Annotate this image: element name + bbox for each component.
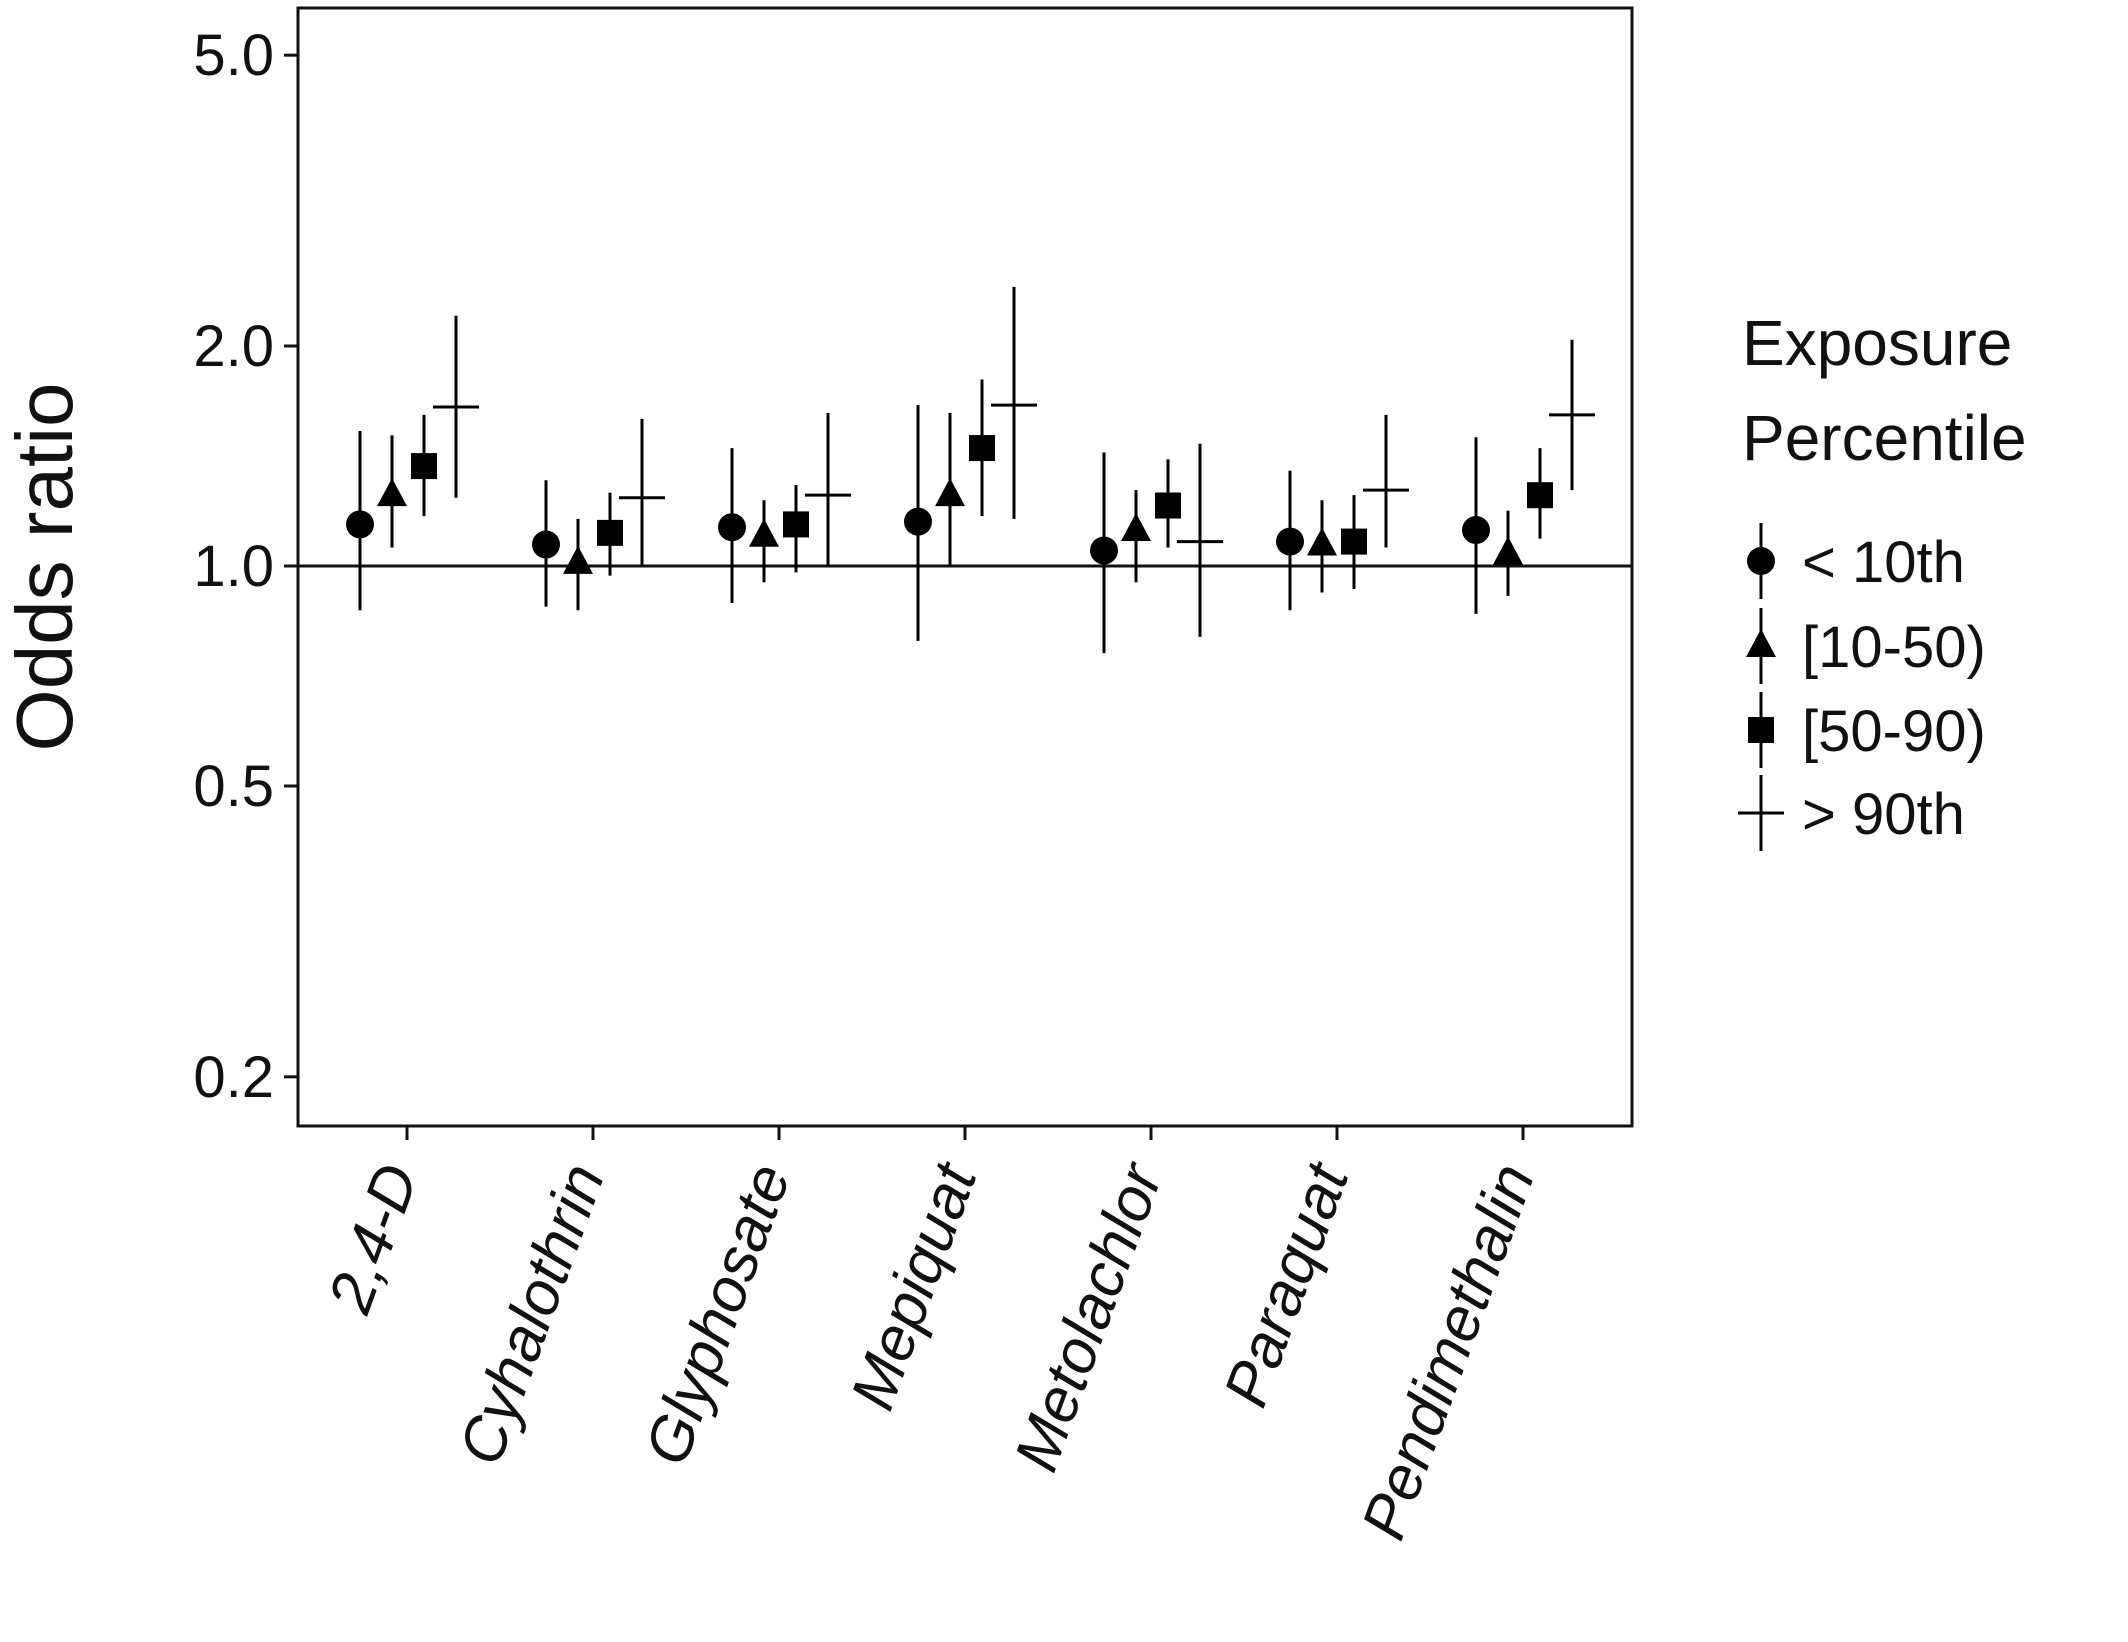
point-triangle	[377, 478, 407, 507]
point-triangle	[1307, 527, 1337, 556]
point-square	[1155, 492, 1181, 519]
y-tick-label: 5.0	[193, 23, 274, 88]
legend-key-circle	[1747, 547, 1775, 575]
point-triangle	[1493, 536, 1523, 565]
x-axis: 2,4-D Cyhalothrin Glyphosate Mepiquat Metola…	[315, 1126, 1548, 1548]
y-tick-label: 0.2	[193, 1045, 274, 1110]
legend-key-triangle	[1746, 629, 1776, 657]
legend-title-line2: Percentile	[1742, 402, 2027, 474]
point-triangle	[935, 478, 965, 507]
y-axis-title: Odds ratio	[0, 382, 89, 751]
point-triangle	[749, 518, 779, 547]
point-triangle	[1121, 513, 1151, 542]
legend-label: [10-50)	[1802, 615, 1986, 680]
legend-title-line1: Exposure	[1742, 307, 2012, 379]
point-square	[411, 453, 437, 480]
legend-label: > 90th	[1802, 782, 1965, 847]
point-circle	[1276, 527, 1304, 556]
legend-keys: < 10th [10-50) [50-90) > 90th	[1738, 523, 1986, 851]
x-tick-label: Paraquat	[1211, 1153, 1363, 1416]
x-tick-label: 2,4-D	[315, 1155, 432, 1322]
x-tick-label: Cyhalothrin	[446, 1155, 618, 1473]
legend: Exposure Percentile < 10th [10-50) [50-90)…	[1738, 307, 2027, 851]
x-tick-label: Pendimethalin	[1349, 1155, 1548, 1548]
y-tick-label: 2.0	[193, 314, 274, 379]
y-axis: 0.2 0.5 1.0 2.0 5.0	[193, 23, 298, 1110]
legend-key-square	[1748, 717, 1774, 743]
point-square	[783, 511, 809, 538]
point-circle	[718, 513, 746, 542]
legend-label: [50-90)	[1802, 699, 1986, 764]
point-circle	[1090, 536, 1118, 565]
y-tick-label: 0.5	[193, 754, 274, 819]
point-square	[1341, 528, 1367, 555]
data-marks	[346, 286, 1595, 654]
point-circle	[1462, 516, 1490, 545]
legend-label: < 10th	[1802, 530, 1965, 595]
x-tick-label: Glyphosate	[632, 1155, 804, 1473]
point-circle	[346, 510, 374, 539]
point-square	[969, 435, 995, 462]
point-square	[597, 519, 623, 546]
point-circle	[532, 530, 560, 559]
point-circle	[904, 507, 932, 536]
y-tick-label: 1.0	[193, 534, 274, 599]
x-tick-label: Mepiquat	[838, 1153, 991, 1419]
point-triangle	[563, 545, 593, 574]
point-square	[1527, 482, 1553, 509]
x-tick-label: Metolachlor	[1002, 1153, 1177, 1480]
